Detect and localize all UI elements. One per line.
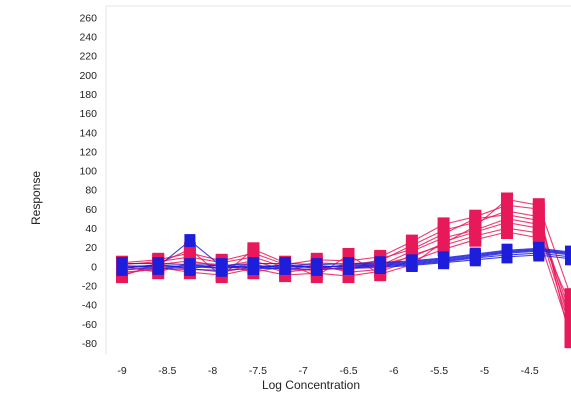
data-point [501,244,513,258]
x-axis-title: Log Concentration [262,378,360,392]
y-tick-label: -60 [82,319,97,331]
y-tick-label: 40 [85,223,97,235]
data-point [247,242,260,257]
data-point [564,297,571,312]
data-point [406,255,418,269]
y-tick-label: 200 [79,70,97,82]
y-tick-label: 20 [85,242,97,254]
data-point [469,211,482,226]
data-point [311,261,323,275]
data-point [533,242,545,256]
x-tick-label: -7.5 [249,365,267,377]
x-tick-label: -8.5 [158,365,176,377]
y-tick-label: 120 [79,146,97,158]
data-point [437,234,450,249]
y-tick-label: 80 [85,185,97,197]
y-tick-label: -20 [82,280,97,292]
data-point [532,221,545,236]
data-point [116,261,128,275]
data-point [216,258,228,272]
data-point [501,215,513,230]
data-point [279,258,291,272]
data-point [532,198,545,213]
plot-frame [105,5,571,354]
x-tick-label: -8 [208,365,217,377]
y-tick-label: 140 [79,127,97,139]
data-point [405,242,418,257]
y-tick-label: 160 [79,108,97,120]
data-point [501,192,513,207]
y-tick-label: 60 [85,204,97,216]
y-tick-label: 240 [79,32,97,44]
x-tick-label: -9 [117,365,126,377]
data-point [247,261,259,275]
y-tick-label: -80 [82,338,97,350]
data-point [374,257,386,271]
data-point [564,288,571,303]
data-point [469,248,481,262]
y-tick-label: 0 [91,261,97,273]
x-tick-label: -7 [299,365,308,377]
data-point [564,321,571,336]
y-axis-ticks: -80 -60 -40 -20 0 20 40 60 80 100 120 140 160 180 200 2… [79,12,97,350]
x-tick-label: -6 [389,365,398,377]
x-tick-label: -5.5 [430,365,448,377]
data-point [152,258,164,272]
data-point [469,225,482,239]
data-point [438,252,450,266]
data-point [184,261,196,275]
x-tick-label: -4.5 [521,365,539,377]
series-markers [116,192,571,349]
data-point [564,307,571,322]
y-tick-label: 100 [79,166,97,178]
data-point [184,234,196,248]
data-point [343,258,354,272]
x-tick-label: -5 [480,365,489,377]
x-tick-label: -6.5 [339,365,357,377]
y-tick-label: 220 [79,51,97,63]
x-axis-ticks: -9-8.5-8-7.5-7-6.5-6-5.5-5-4.5- [117,365,539,377]
y-tick-label: 180 [79,89,97,101]
data-point [565,246,571,260]
data-point [564,334,571,349]
y-axis-title: Response [29,171,43,225]
y-tick-label: -40 [82,300,97,312]
y-tick-label: 260 [79,12,97,24]
